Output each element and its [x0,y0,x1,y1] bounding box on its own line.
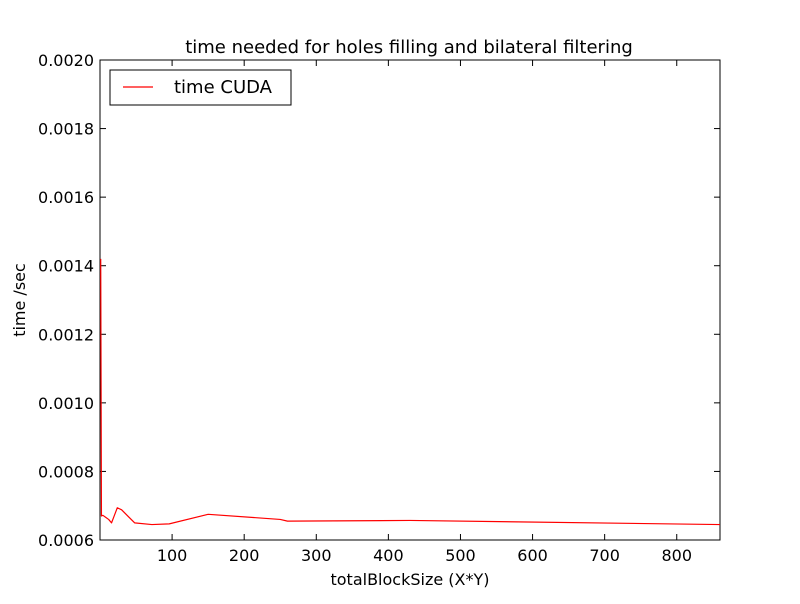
legend-series-label: time CUDA [174,77,273,98]
x-tick-label: 300 [301,546,332,565]
x-tick-label: 600 [517,546,548,565]
x-axis-ticks: 100 200 300 400 500 600 700 800 [157,60,692,565]
x-axis-label: totalBlockSize (X*Y) [330,570,489,589]
series-layer [100,258,721,526]
y-tick-label: 0.0010 [38,394,94,413]
x-tick-label: 700 [589,546,620,565]
x-tick-label: 200 [229,546,260,565]
y-tick-label: 0.0018 [38,120,94,139]
y-tick-label: 0.0020 [38,51,94,70]
y-tick-label: 0.0012 [38,325,94,344]
y-axis-ticks: 0.0006 0.0008 0.0010 0.0012 0.0014 0.0016 0.00… [38,51,720,550]
y-tick-label: 0.0006 [38,531,94,550]
x-tick-label: 400 [373,546,404,565]
plot-frame [99,59,721,541]
x-tick-label: 800 [661,546,692,565]
series-line-time-cuda [100,258,721,526]
y-tick-label: 0.0014 [38,257,94,276]
legend: time CUDA [109,69,292,106]
x-tick-label: 100 [157,546,188,565]
y-tick-label: 0.0008 [38,462,94,481]
y-axis-label: time /sec [10,263,29,337]
y-tick-label: 0.0016 [38,188,94,207]
x-tick-label: 500 [445,546,476,565]
chart-title: time needed for holes filling and bilate… [185,37,633,58]
